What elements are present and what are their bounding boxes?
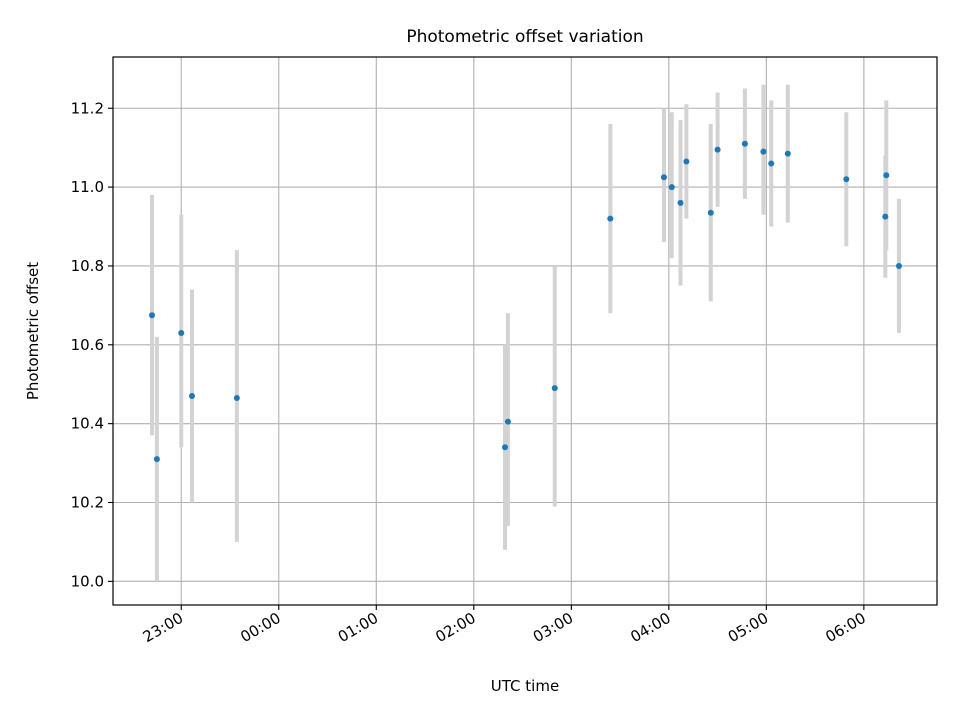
data-point — [768, 160, 775, 167]
data-point — [188, 393, 195, 400]
y-tick-label: 10.6 — [71, 336, 104, 354]
data-point — [707, 209, 714, 216]
data-points — [149, 140, 902, 463]
data-point — [677, 199, 684, 206]
y-tick-label: 10.2 — [71, 493, 104, 511]
y-tick-label: 11.0 — [71, 178, 104, 196]
data-point — [660, 174, 667, 181]
y-tick-label: 11.2 — [71, 99, 104, 117]
data-point — [895, 262, 902, 269]
y-axis-ticks: 10.0 10.2 10.4 10.6 10.8 11.0 11.2 — [71, 99, 113, 590]
data-point — [607, 215, 614, 222]
plot-frame — [112, 56, 938, 606]
data-point — [882, 213, 889, 220]
y-tick-label: 10.4 — [71, 415, 104, 433]
data-point — [233, 395, 240, 402]
data-point — [784, 150, 791, 157]
x-axis-label: UTC time — [491, 677, 559, 695]
data-point — [504, 418, 511, 425]
data-point — [149, 312, 156, 319]
data-point — [153, 456, 160, 463]
data-point — [741, 140, 748, 147]
y-tick-label: 10.8 — [71, 257, 104, 275]
grid — [113, 57, 937, 605]
data-point — [843, 176, 850, 183]
data-point — [668, 184, 675, 191]
chart-title: Photometric offset variation — [406, 27, 643, 47]
data-point — [551, 385, 558, 392]
y-axis-label: Photometric offset — [24, 262, 42, 400]
data-point — [883, 172, 890, 179]
data-point — [760, 148, 767, 155]
data-point — [683, 158, 690, 165]
data-point — [502, 444, 509, 451]
data-point — [714, 146, 721, 153]
data-point — [178, 329, 185, 336]
y-tick-label: 10.0 — [71, 572, 104, 590]
